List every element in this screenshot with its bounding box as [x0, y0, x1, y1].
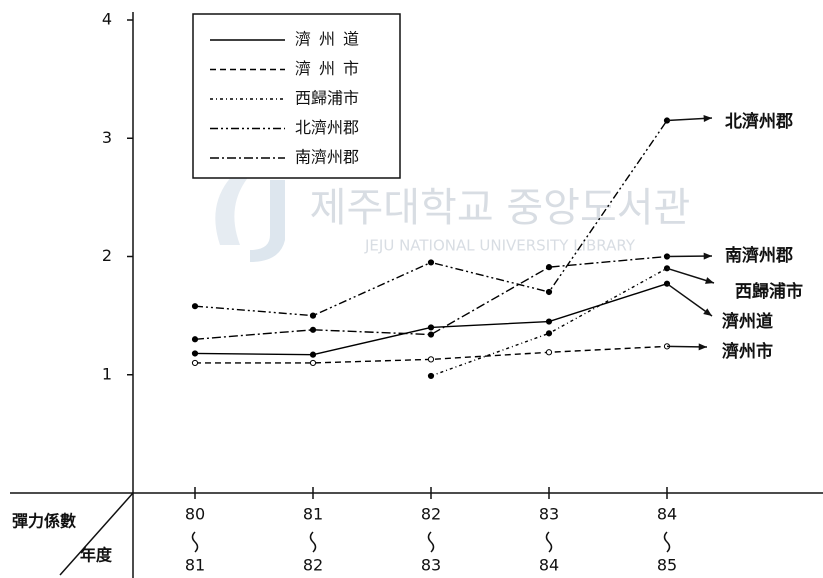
range-sign	[663, 531, 671, 553]
x-tick-label: 84	[539, 556, 559, 575]
series-point	[191, 303, 199, 310]
legend-label: 南濟州郡	[295, 148, 359, 167]
arrow-head	[703, 308, 712, 316]
series-line	[430, 267, 668, 377]
series-point	[545, 318, 553, 325]
series-point	[309, 312, 317, 319]
series-point	[309, 359, 317, 367]
x-tick-label: 84	[657, 505, 677, 524]
x-tick-label: 83	[539, 505, 559, 524]
range-sign	[309, 531, 317, 553]
y-tick-label: 4	[102, 10, 112, 29]
end-label: 北濟州郡	[725, 111, 793, 132]
arrow-head	[703, 114, 712, 122]
series-point	[545, 330, 553, 337]
arrow-head	[703, 252, 712, 260]
legend-label: 濟州道	[295, 30, 367, 49]
y-tick-label: 2	[102, 246, 112, 265]
series-point	[545, 264, 553, 271]
series-line	[195, 345, 668, 364]
x-tick-label: 81	[185, 556, 205, 575]
series-line	[194, 255, 668, 340]
arrow-head	[698, 343, 707, 351]
watermark: JEJU NATIONAL UNIVERSITY LIBRARY	[364, 237, 636, 255]
corner-divider	[59, 492, 134, 576]
series-point	[545, 349, 553, 356]
series-point	[427, 259, 435, 266]
range-sign	[545, 531, 553, 553]
series-line	[194, 283, 668, 356]
x-tick-label: 81	[303, 505, 323, 524]
x-tick-label: 83	[421, 556, 441, 575]
x-axis-title: 年度	[80, 546, 113, 565]
arrow-head	[705, 277, 714, 284]
x-tick-label: 80	[185, 505, 205, 524]
watermark: 제주대학교 중앙도서관	[310, 185, 691, 231]
x-tick-label: 82	[303, 556, 323, 575]
series-point	[191, 336, 199, 343]
series-point	[309, 326, 317, 333]
watermark-logo	[250, 180, 285, 262]
y-axis-title: 彈力係數	[12, 512, 76, 531]
series-point	[545, 288, 553, 296]
y-tick-label: 3	[102, 128, 112, 147]
legend-label: 北濟州郡	[295, 118, 359, 137]
legend	[192, 13, 401, 179]
end-label: 西歸浦市	[735, 281, 803, 302]
watermark-logo	[215, 170, 250, 245]
x-tick-label: 82	[421, 505, 441, 524]
end-label: 濟州市	[722, 341, 773, 362]
end-label: 濟州道	[722, 311, 773, 332]
series-point	[191, 350, 199, 357]
series-point	[427, 324, 435, 331]
end-label: 南濟州郡	[725, 245, 793, 266]
series-point	[427, 331, 435, 338]
label-arrow	[666, 283, 713, 317]
legend-label: 西歸浦市	[295, 89, 359, 108]
legend-label: 濟州市	[295, 59, 367, 78]
range-sign	[191, 531, 199, 553]
range-sign	[427, 531, 435, 553]
x-tick-label: 85	[657, 556, 677, 575]
series-point	[427, 356, 435, 363]
y-tick-label: 1	[102, 364, 112, 383]
series-point	[309, 351, 317, 358]
series-point	[427, 372, 435, 380]
series-point	[191, 359, 199, 367]
